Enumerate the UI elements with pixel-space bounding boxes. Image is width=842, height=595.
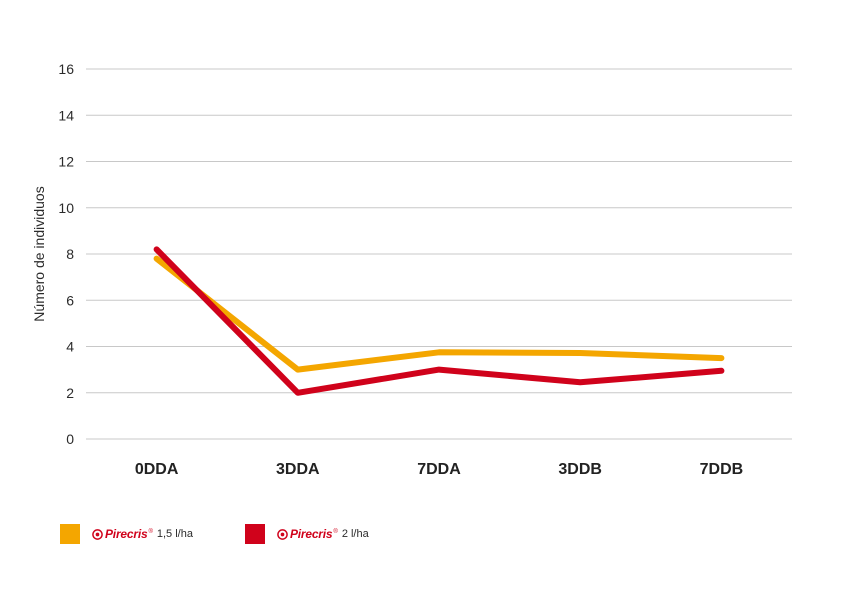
legend-swatch-2: [244, 524, 265, 544]
y-axis-title: Número de individuos: [31, 186, 47, 321]
legend-dose-label: 2 l/ha: [341, 528, 369, 540]
y-axis-ticks: 0 2 4 6 8 10 12 14 16: [58, 61, 74, 447]
pirecris-logo-icon: [277, 528, 288, 540]
pirecris-logo-icon: [92, 528, 103, 540]
series-line-2: [153, 246, 725, 396]
y-tick-label: 14: [58, 107, 74, 123]
brand-name: Pirecris: [105, 527, 148, 541]
x-tick-label: 3DDB: [558, 461, 602, 478]
registered-mark: ®: [148, 529, 153, 535]
y-tick-label: 2: [66, 385, 74, 401]
legend-swatch-1: [60, 524, 80, 544]
y-tick-label: 4: [66, 339, 74, 355]
y-tick-label: 6: [66, 292, 74, 308]
legend-item-series-2: Pirecris ® 2 l/ha: [244, 524, 369, 544]
y-tick-label: 8: [66, 246, 74, 262]
series-line-1: [153, 255, 725, 373]
grid: [86, 68, 792, 440]
brand-label: Pirecris ®: [92, 527, 153, 541]
legend-item-series-1: Pirecris ® 1,5 l/ha: [60, 524, 193, 544]
y-tick-label: 12: [58, 154, 74, 170]
x-tick-label: 7DDA: [417, 461, 461, 478]
brand-name: Pirecris: [289, 527, 333, 541]
y-tick-label: 0: [66, 431, 74, 447]
x-tick-label: 3DDA: [276, 461, 320, 478]
y-tick-label: 16: [58, 61, 74, 77]
x-axis-ticks: 0DDA 3DDA 7DDA 3DDB 7DDB: [135, 461, 743, 478]
legend: Pirecris ® 1,5 l/ha Pirecris ® 2 l/ha: [60, 524, 421, 544]
y-tick-label: 10: [58, 200, 74, 216]
series: [153, 246, 725, 396]
x-tick-label: 0DDA: [135, 461, 179, 478]
legend-dose-label: 1,5 l/ha: [156, 528, 193, 540]
registered-mark: ®: [333, 529, 338, 535]
brand-label: Pirecris ®: [277, 527, 338, 541]
x-tick-label: 7DDB: [700, 461, 744, 478]
